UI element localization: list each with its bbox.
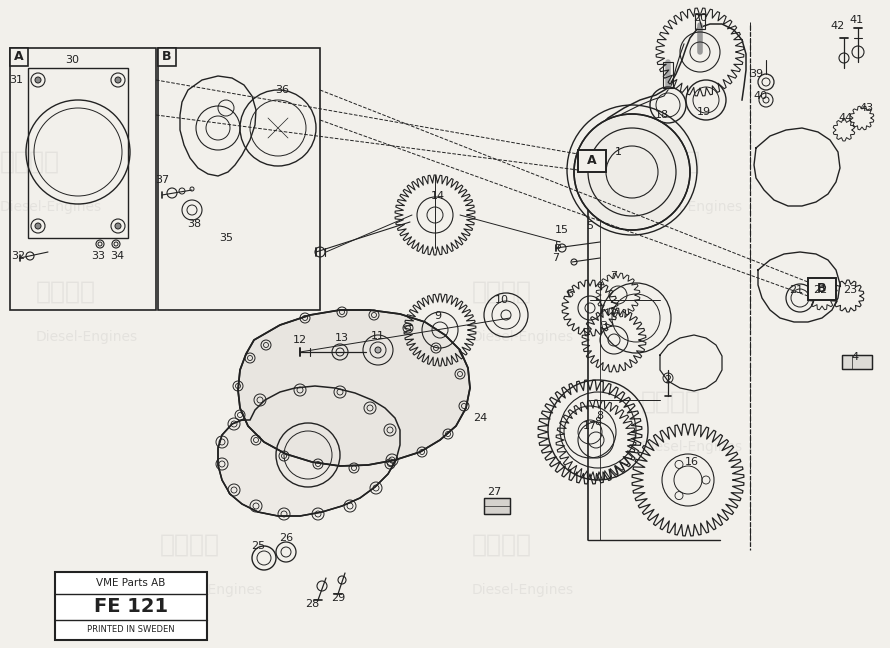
Text: 紫发动力: 紫发动力 — [0, 150, 60, 174]
Text: 37: 37 — [155, 175, 169, 185]
Text: 30: 30 — [65, 55, 79, 65]
Text: 7: 7 — [611, 271, 618, 281]
Text: 24: 24 — [473, 413, 487, 423]
Text: 10: 10 — [495, 295, 509, 305]
Text: 16: 16 — [685, 457, 699, 467]
Text: 6: 6 — [567, 289, 573, 299]
Text: A: A — [14, 51, 24, 64]
Text: 5: 5 — [587, 221, 594, 231]
Bar — [578, 150, 606, 172]
Circle shape — [35, 77, 41, 83]
Text: 32: 32 — [11, 251, 25, 261]
Bar — [842, 355, 872, 369]
Text: 紫发动力: 紫发动力 — [36, 279, 95, 304]
Bar — [663, 62, 673, 88]
Bar — [10, 48, 156, 310]
Text: 4: 4 — [852, 352, 859, 362]
Text: 33: 33 — [91, 251, 105, 261]
Text: 35: 35 — [219, 233, 233, 243]
Text: Diesel-Engines: Diesel-Engines — [0, 200, 102, 214]
Text: 19: 19 — [697, 107, 711, 117]
Circle shape — [35, 223, 41, 229]
Text: 2: 2 — [665, 375, 672, 385]
Text: 紫发动力: 紫发动力 — [160, 532, 220, 557]
Text: 36: 36 — [275, 85, 289, 95]
Text: 44: 44 — [839, 113, 854, 123]
Text: 27: 27 — [487, 487, 501, 497]
Circle shape — [375, 347, 381, 353]
Circle shape — [574, 114, 690, 230]
Bar — [55, 572, 207, 640]
Text: 29: 29 — [331, 593, 345, 603]
Text: 1: 1 — [614, 147, 621, 157]
Bar — [695, 14, 705, 29]
Text: 9: 9 — [434, 311, 441, 321]
Text: Diesel-Engines: Diesel-Engines — [249, 440, 352, 454]
Text: 紫发动力: 紫发动力 — [641, 389, 700, 414]
Text: 7: 7 — [553, 253, 560, 263]
Text: 40: 40 — [753, 91, 767, 101]
Text: Diesel-Engines: Diesel-Engines — [641, 440, 743, 454]
Text: 41: 41 — [849, 15, 863, 25]
Text: 26: 26 — [279, 533, 293, 543]
Text: 17: 17 — [583, 421, 597, 431]
Text: 14: 14 — [431, 191, 445, 201]
Text: 紫发动力: 紫发动力 — [472, 532, 531, 557]
Text: 11: 11 — [371, 331, 385, 341]
Text: 紫发动力: 紫发动力 — [472, 279, 531, 304]
Text: 39: 39 — [749, 69, 763, 79]
Text: 22: 22 — [813, 285, 827, 295]
Text: 25: 25 — [251, 541, 265, 551]
Text: 38: 38 — [187, 219, 201, 229]
Text: Diesel-Engines: Diesel-Engines — [641, 200, 743, 214]
Polygon shape — [218, 386, 400, 516]
Text: Diesel-Engines: Diesel-Engines — [472, 583, 574, 597]
Text: 28: 28 — [305, 599, 320, 609]
Text: 43: 43 — [859, 103, 873, 113]
Text: FE 121: FE 121 — [94, 597, 168, 616]
Text: 紫发动力: 紫发动力 — [641, 150, 700, 174]
Bar — [808, 278, 836, 300]
Text: Diesel-Engines: Diesel-Engines — [472, 330, 574, 344]
Circle shape — [115, 223, 121, 229]
Text: 42: 42 — [831, 21, 845, 31]
Text: 21: 21 — [789, 285, 803, 295]
Text: 34: 34 — [110, 251, 124, 261]
Text: 5: 5 — [554, 241, 562, 251]
Text: Diesel-Engines: Diesel-Engines — [36, 330, 138, 344]
Bar — [158, 48, 176, 66]
Text: 紫发动力: 紫发动力 — [249, 389, 309, 414]
Circle shape — [115, 77, 121, 83]
Text: 13: 13 — [335, 333, 349, 343]
Text: 3: 3 — [601, 321, 608, 331]
Text: 18: 18 — [655, 110, 669, 120]
Text: 15: 15 — [555, 225, 569, 235]
Text: PRINTED IN SWEDEN: PRINTED IN SWEDEN — [87, 625, 174, 634]
Bar — [158, 48, 320, 310]
Text: A: A — [587, 154, 597, 167]
Text: Diesel-Engines: Diesel-Engines — [160, 583, 263, 597]
Bar — [842, 355, 872, 369]
Bar — [484, 498, 510, 514]
Polygon shape — [238, 310, 470, 466]
Bar — [10, 48, 28, 66]
Text: 31: 31 — [9, 75, 23, 85]
Text: 20: 20 — [693, 13, 707, 23]
Text: 8: 8 — [596, 411, 603, 421]
Text: 12: 12 — [293, 335, 307, 345]
Text: 23: 23 — [843, 285, 857, 295]
Bar — [484, 498, 510, 514]
Text: 8: 8 — [595, 417, 602, 427]
Text: B: B — [162, 51, 172, 64]
Text: B: B — [817, 283, 827, 295]
Text: VME Parts AB: VME Parts AB — [96, 578, 166, 588]
